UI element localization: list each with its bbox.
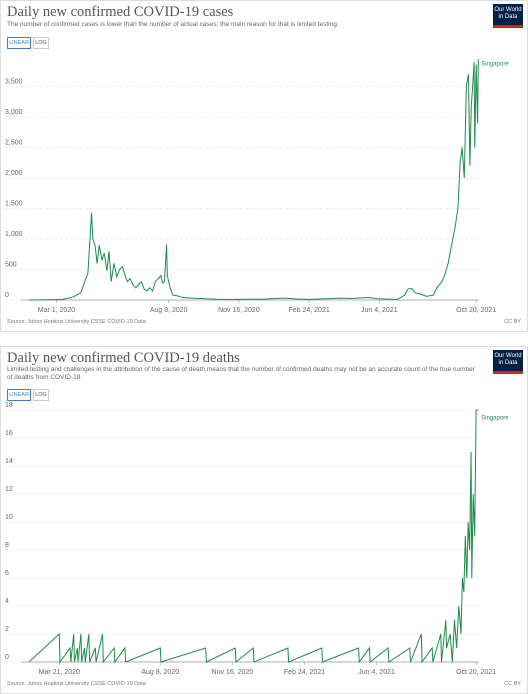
series-line	[28, 59, 479, 301]
x-tick-label: Nov 16, 2020	[212, 669, 254, 676]
x-tick-label: Mar 1, 2020	[38, 307, 75, 314]
logo[interactable]: Our World in Data	[493, 4, 523, 28]
y-tick-label: 500	[5, 261, 17, 268]
y-tick-label: 10	[5, 514, 13, 521]
x-tick-label: Feb 24, 2021	[288, 307, 329, 314]
y-tick-label: 2,500	[5, 139, 23, 146]
x-tick-label: Aug 8, 2020	[150, 307, 188, 314]
y-tick-label: 2,000	[5, 170, 23, 177]
chart-panel: Daily new confirmed COVID-19 cases The nu…	[0, 0, 528, 332]
y-tick-label: 0	[5, 292, 9, 299]
scale-button[interactable]: LOG	[33, 37, 49, 49]
y-tick-label: 18	[5, 402, 13, 409]
y-tick-label: 12	[5, 486, 13, 493]
x-tick-label: Oct 20, 2021	[456, 307, 496, 314]
x-tick-label: Aug 8, 2020	[141, 669, 179, 676]
x-tick-label: Nov 16, 2020	[218, 307, 260, 314]
series-label: Singapore	[481, 416, 509, 422]
license[interactable]: CC BY	[504, 319, 521, 325]
chart-subtitle: Limited testing and challenges in the at…	[7, 366, 475, 381]
scale-button[interactable]: LINEAR	[7, 389, 31, 401]
y-tick-label: 1,500	[5, 200, 23, 207]
source: Source: Johns Hopkins University CSSE CO…	[7, 319, 146, 325]
x-tick-label: Jun 4, 2021	[358, 669, 395, 676]
series-line	[28, 409, 479, 664]
y-tick-label: 6	[5, 570, 9, 577]
y-tick-label: 3,000	[5, 109, 23, 116]
y-tick-label: 16	[5, 430, 13, 437]
scale-button[interactable]: LINEAR	[7, 37, 31, 49]
source: Source: Johns Hopkins University CSSE CO…	[7, 681, 146, 687]
x-tick-label: Feb 24, 2021	[284, 669, 325, 676]
y-tick-label: 2	[5, 626, 9, 633]
chart-title: Daily new confirmed COVID-19 deaths	[7, 350, 240, 366]
chart-title: Daily new confirmed COVID-19 cases	[7, 4, 234, 20]
x-tick-label: Oct 20, 2021	[456, 669, 496, 676]
y-tick-label: 1,000	[5, 231, 23, 238]
y-tick-label: 14	[5, 458, 13, 465]
chart-panel: Daily new confirmed COVID-19 deaths Limit…	[0, 346, 528, 694]
plot: 0 2 4 6 8 10 12 14 16 18 Mar 21, 2020 Aug 8, 2020 No…	[5, 402, 509, 676]
logo[interactable]: Our World in Data	[493, 350, 523, 374]
license[interactable]: CC BY	[504, 681, 521, 687]
x-tick-label: Mar 21, 2020	[39, 669, 80, 676]
y-tick-label: 0	[5, 654, 9, 661]
x-tick-label: Jun 4, 2021	[361, 307, 398, 314]
scale-button[interactable]: LOG	[33, 389, 49, 401]
y-tick-label: 4	[5, 598, 9, 605]
chart-subtitle: The number of confirmed cases is lower t…	[7, 21, 339, 28]
plot: 0 500 1,000 1,500 2,000 2,500 3,000 3,500 Mar 1,…	[5, 59, 509, 314]
series-label: Singapore	[481, 62, 509, 68]
y-tick-label: 8	[5, 542, 9, 549]
y-tick-label: 3,500	[5, 78, 23, 85]
